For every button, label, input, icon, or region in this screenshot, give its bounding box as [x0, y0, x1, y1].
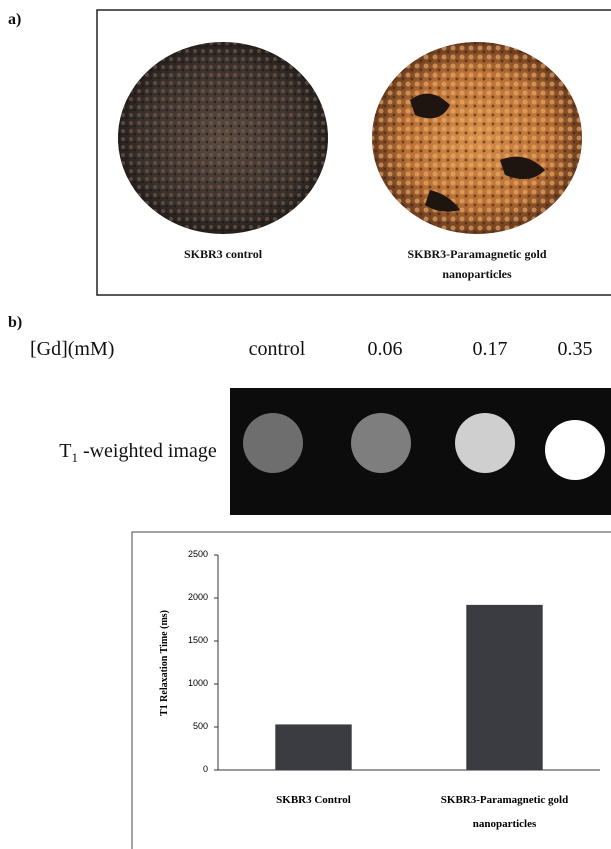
x-tick-label: SKBR3 Control [239, 788, 389, 812]
y-tick-label: 0 [168, 764, 208, 774]
mri-sample [455, 413, 515, 473]
bar [466, 605, 542, 770]
mri-sample [545, 420, 605, 480]
gd-label: [Gd](mM) [30, 338, 114, 361]
y-tick-label: 2500 [168, 549, 208, 559]
x-tick-label: SKBR3-Paramagnetic gold nanoparticles [430, 788, 580, 836]
image-label-main: T [59, 440, 71, 462]
figure: a) SKBR3 control SKBR3-Paramagnetic gold… [0, 0, 611, 849]
image-label: T1 -weighted image [58, 436, 218, 473]
image-label-rest: -weighted image [83, 440, 217, 462]
mri-sample [351, 413, 411, 473]
panel-label: b) [8, 313, 22, 333]
concentration: 0.35 [540, 338, 610, 361]
concentration: 0.17 [450, 338, 530, 361]
panel-label: a) [8, 10, 21, 30]
bar [275, 724, 351, 770]
caption: SKBR3-Paramagnetic gold nanoparticles [382, 244, 572, 284]
figure-graphics [0, 0, 611, 849]
image-label-sub: 1 [71, 450, 78, 465]
concentration: 0.06 [345, 338, 425, 361]
caption: SKBR3 control [148, 244, 298, 264]
mri-sample [243, 413, 303, 473]
micrograph-texture [118, 42, 328, 234]
concentration: control [237, 338, 317, 361]
micrograph-texture [372, 42, 582, 234]
y-axis-label: T1 Relaxation Time (ms) [153, 563, 177, 763]
